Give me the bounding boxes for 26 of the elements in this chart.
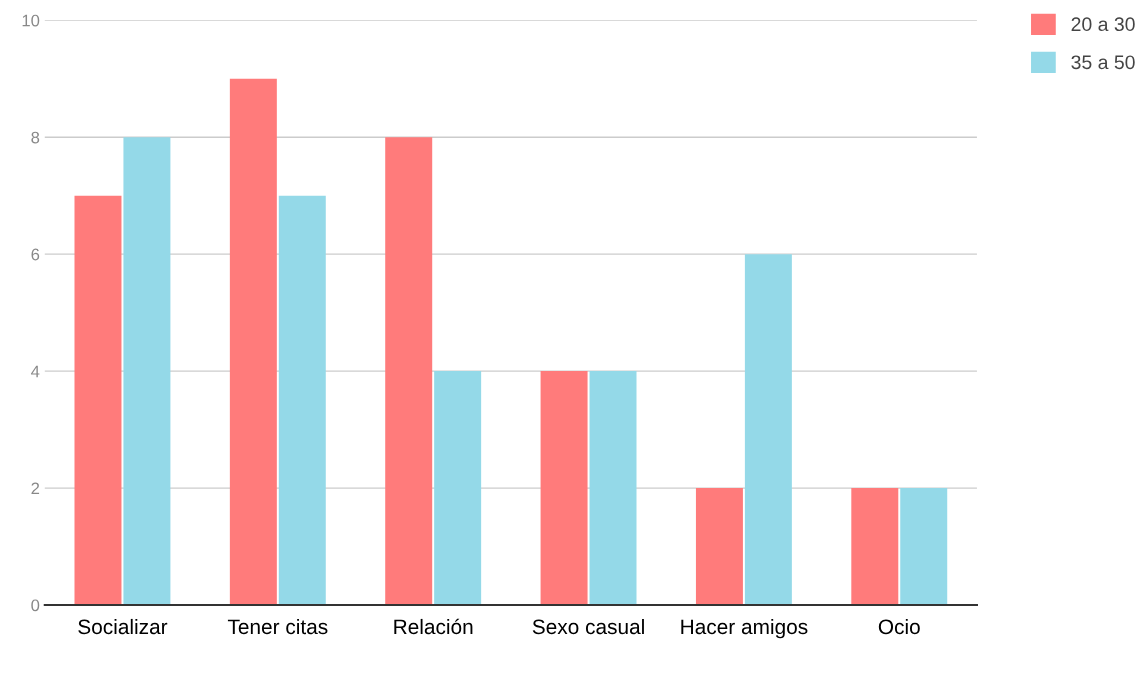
bar (385, 137, 433, 606)
y-tick-label: 8 (31, 131, 40, 144)
x-tick-label: Sexo casual (532, 618, 644, 635)
y-tick-label: 0 (31, 599, 40, 612)
y-tick-label: 2 (31, 482, 40, 495)
bar (123, 137, 171, 606)
x-tick-label: Ocio (878, 618, 920, 635)
bar (434, 371, 482, 606)
y-tick-label: 6 (31, 248, 40, 261)
y-tick-label: 10 (22, 14, 40, 27)
bar (540, 371, 588, 606)
bar (229, 78, 277, 606)
bar (900, 488, 948, 606)
x-tick-label: Relación (394, 618, 473, 635)
bar (695, 488, 743, 606)
bar (851, 488, 899, 606)
legend-label: 20 a 30 (1071, 17, 1135, 32)
legend-label: 35 a 50 (1071, 55, 1135, 70)
bar (278, 195, 326, 606)
bar (744, 254, 792, 606)
bar (589, 371, 637, 606)
bar (74, 195, 122, 606)
x-tick-label: Socializar (78, 618, 168, 635)
y-tick-label: 4 (31, 365, 40, 378)
x-tick-label: Tener citas (227, 618, 328, 635)
x-tick-label: Hacer amigos (681, 618, 808, 639)
